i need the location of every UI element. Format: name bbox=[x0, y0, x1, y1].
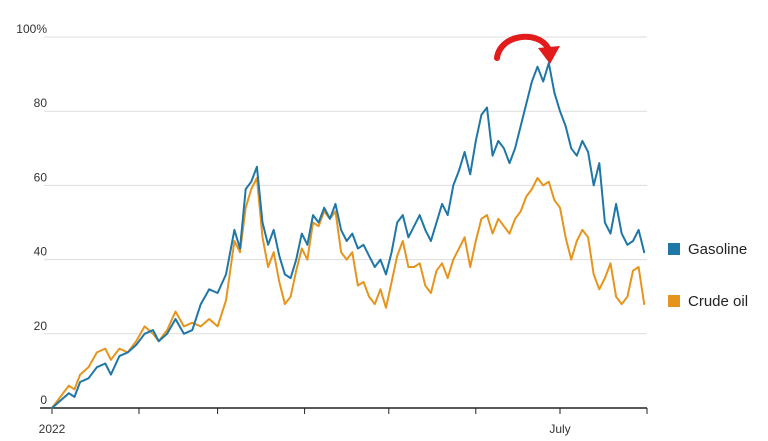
y-tick-label-100: 100% bbox=[16, 22, 47, 36]
y-tick-label-60: 60 bbox=[34, 170, 48, 184]
legend: Gasoline Crude oil bbox=[668, 241, 748, 310]
y-tick-label-80: 80 bbox=[34, 96, 48, 110]
legend-label-gasoline: Gasoline bbox=[688, 241, 747, 258]
series-lines bbox=[51, 62, 646, 409]
x-tick-label-july: July bbox=[549, 422, 570, 436]
trend-arrow-annotation bbox=[494, 33, 560, 64]
x-tick-label-2022: 2022 bbox=[39, 422, 66, 436]
x-axis: 2022 July bbox=[39, 408, 648, 436]
legend-swatch-gasoline bbox=[668, 243, 680, 255]
y-axis: 0 20 40 60 80 100% bbox=[16, 22, 47, 407]
y-tick-label-40: 40 bbox=[34, 245, 48, 259]
legend-label-crude-oil: Crude oil bbox=[688, 293, 748, 310]
arrow-head-icon bbox=[538, 46, 560, 64]
curved-arrow-icon bbox=[494, 33, 551, 61]
y-tick-label-0: 0 bbox=[40, 393, 47, 407]
series-line-gasoline bbox=[51, 62, 646, 409]
y-tick-label-20: 20 bbox=[34, 319, 48, 333]
series-line-crude-oil bbox=[51, 177, 646, 409]
legend-swatch-crude-oil bbox=[668, 295, 680, 307]
gridlines bbox=[40, 36, 647, 409]
